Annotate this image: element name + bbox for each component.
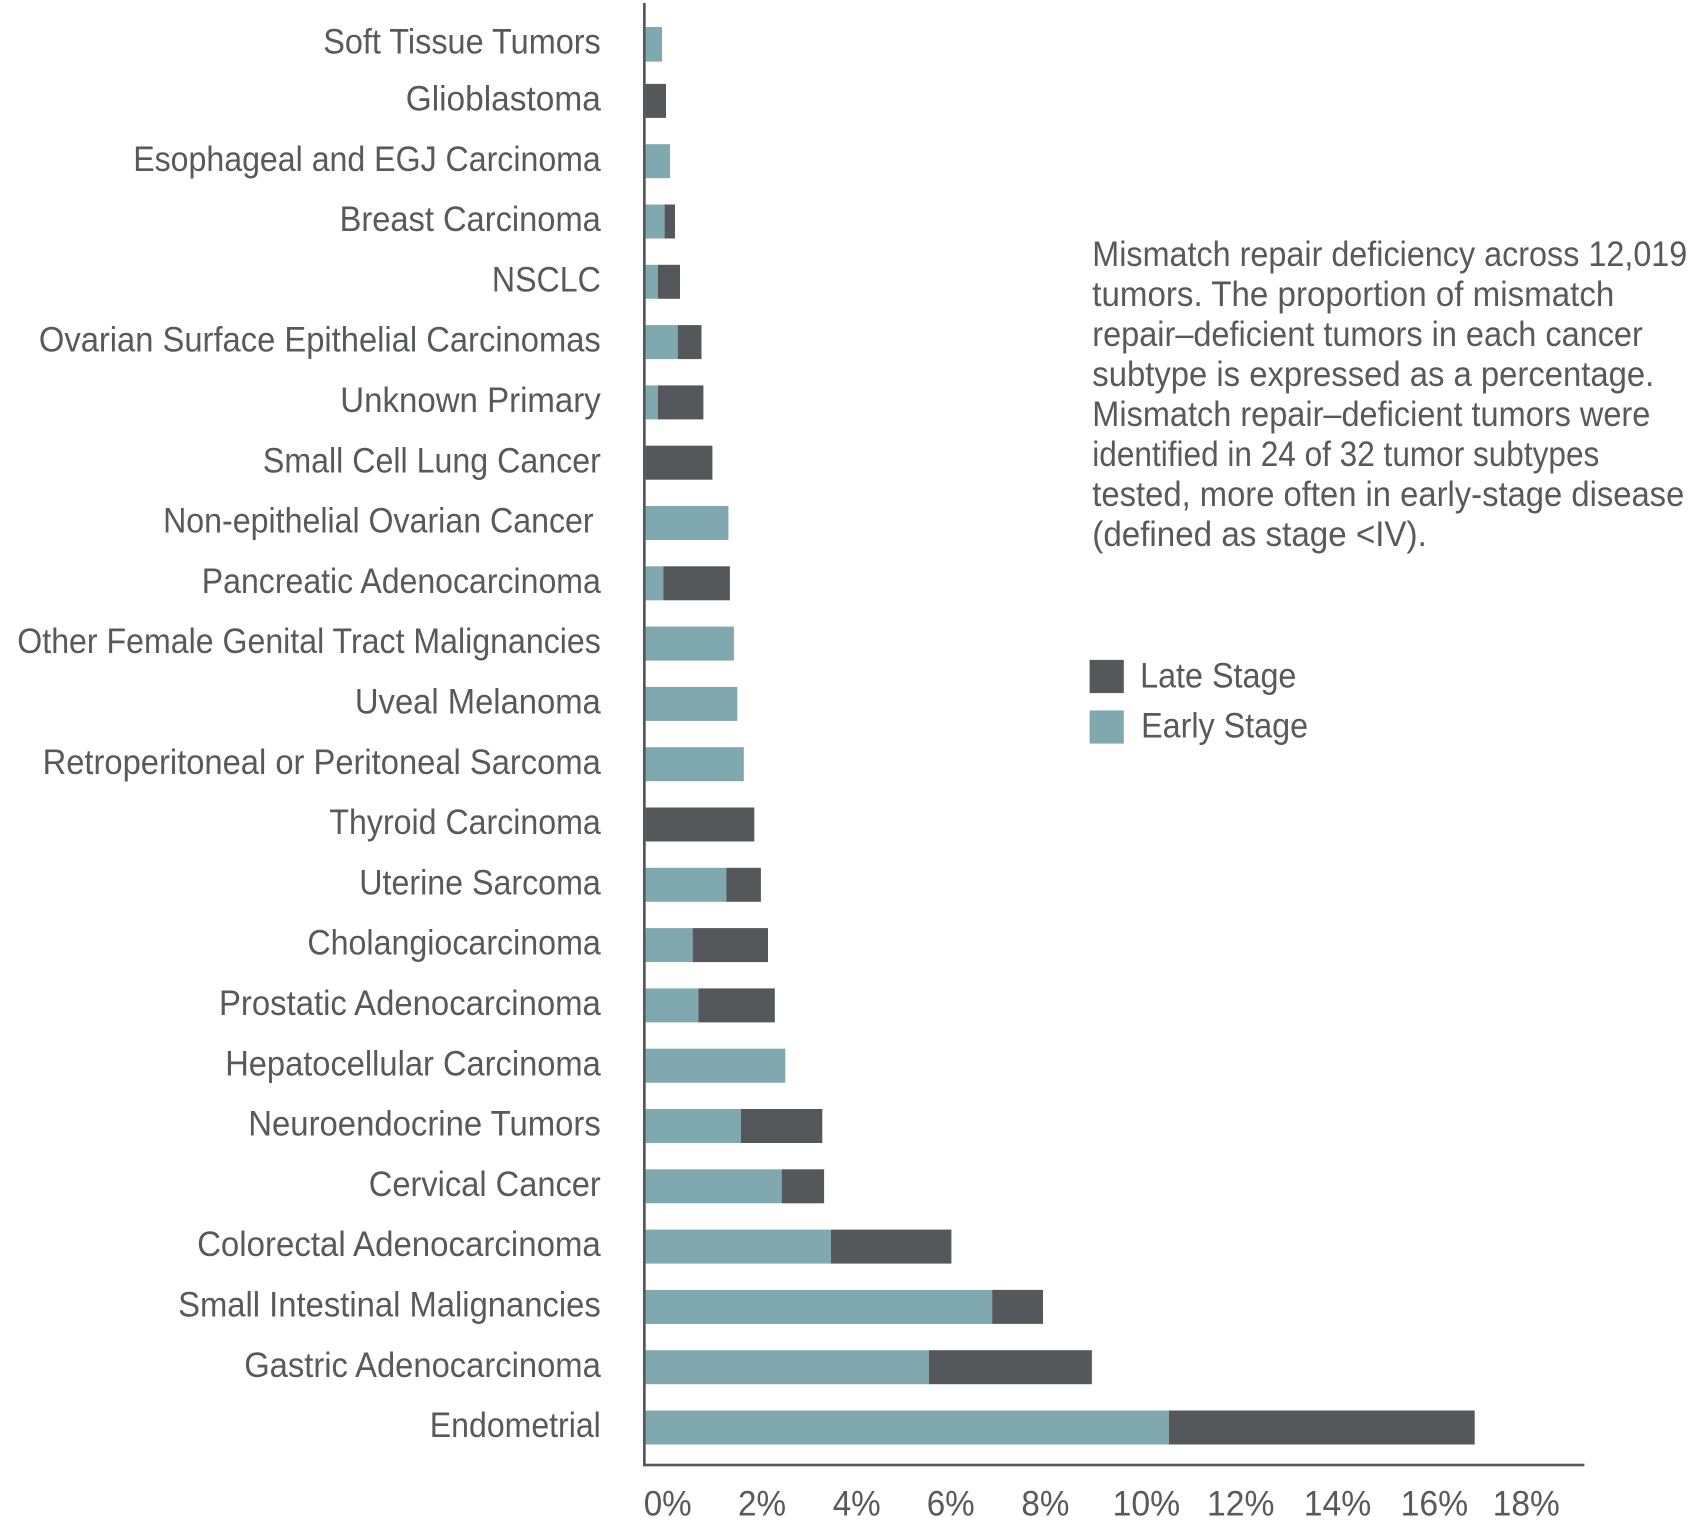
svg-text:Small Intestinal Malignancies: Small Intestinal Malignancies [178,1286,601,1325]
svg-text:tested, more often in early-st: tested, more often in early-stage diseas… [1092,475,1684,514]
svg-text:Glioblastoma: Glioblastoma [406,80,602,119]
svg-text:14%: 14% [1304,1485,1372,1524]
svg-text:Ovarian Surface Epithelial Car: Ovarian Surface Epithelial Carcinomas [39,321,601,360]
svg-text:Non-epithelial Ovarian Cancer: Non-epithelial Ovarian Cancer [163,502,594,541]
svg-text:8%: 8% [1021,1485,1069,1524]
svg-text:Uveal Melanoma: Uveal Melanoma [355,683,601,722]
svg-text:NSCLC: NSCLC [492,260,601,299]
svg-text:Neuroendocrine Tumors: Neuroendocrine Tumors [248,1105,601,1144]
svg-text:10%: 10% [1113,1485,1181,1524]
svg-text:Endometrial: Endometrial [430,1406,601,1445]
svg-text:Prostatic Adenocarcinoma: Prostatic Adenocarcinoma [219,984,601,1023]
svg-text:Other Female Genital Tract Mal: Other Female Genital Tract Malignancies [17,622,601,661]
svg-text:Pancreatic Adenocarcinoma: Pancreatic Adenocarcinoma [202,562,601,601]
svg-text:tumors. The proportion of mism: tumors. The proportion of mismatch [1092,275,1614,314]
svg-text:Late Stage: Late Stage [1140,657,1296,696]
svg-text:Mismatch repair–deficient tumo: Mismatch repair–deficient tumors were [1092,395,1650,434]
svg-text:Hepatocellular Carcinoma: Hepatocellular Carcinoma [225,1044,601,1083]
svg-text:Early Stage: Early Stage [1141,706,1308,745]
svg-text:16%: 16% [1401,1485,1469,1524]
svg-text:Unknown Primary: Unknown Primary [340,381,601,420]
svg-text:2%: 2% [738,1485,786,1524]
svg-text:4%: 4% [833,1485,881,1524]
svg-text:Cholangiocarcinoma: Cholangiocarcinoma [307,924,601,963]
svg-text:Soft Tissue Tumors: Soft Tissue Tumors [323,23,601,62]
svg-text:Gastric Adenocarcinoma: Gastric Adenocarcinoma [244,1346,601,1385]
svg-text:Small Cell Lung Cancer: Small Cell Lung Cancer [263,441,601,480]
svg-text:Thyroid Carcinoma: Thyroid Carcinoma [329,803,601,842]
svg-text:Colorectal Adenocarcinoma: Colorectal Adenocarcinoma [197,1225,601,1264]
svg-text:Esophageal and EGJ Carcinoma: Esophageal and EGJ Carcinoma [133,140,601,179]
svg-text:Cervical Cancer: Cervical Cancer [369,1165,601,1204]
svg-text:subtype is expressed as a perc: subtype is expressed as a percentage. [1092,355,1654,394]
svg-text:0%: 0% [644,1485,692,1524]
svg-text:Retroperitoneal or Peritoneal: Retroperitoneal or Peritoneal Sarcoma [43,743,602,782]
svg-text:12%: 12% [1207,1485,1275,1524]
svg-text:repair–deficient tumors in eac: repair–deficient tumors in each cancer [1092,315,1643,354]
svg-text:Breast Carcinoma: Breast Carcinoma [340,200,602,239]
svg-text:(defined as stage <IV).: (defined as stage <IV). [1092,515,1427,554]
svg-text:Uterine Sarcoma: Uterine Sarcoma [359,863,601,902]
svg-text:18%: 18% [1493,1485,1560,1524]
svg-text:6%: 6% [927,1485,975,1524]
svg-text:identified in 24 of 32 tumor s: identified in 24 of 32 tumor subtypes [1092,435,1599,474]
svg-text:Mismatch repair deficiency acr: Mismatch repair deficiency across 12,019 [1092,235,1687,274]
